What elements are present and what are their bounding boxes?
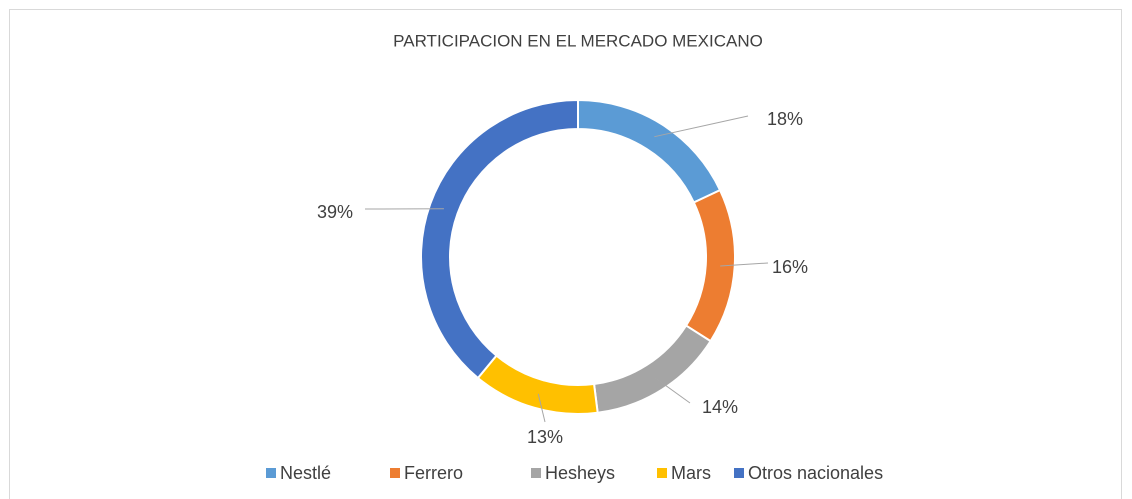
- legend-label: Ferrero: [404, 463, 463, 483]
- legend-label: Nestlé: [280, 463, 331, 483]
- legend-label: Otros nacionales: [748, 463, 883, 483]
- leader-line: [654, 376, 691, 404]
- chart-title: PARTICIPACION EN EL MERCADO MEXICANO: [393, 31, 763, 50]
- legend-swatch: [390, 468, 400, 478]
- legend-label: Mars: [671, 463, 711, 483]
- data-label: 14%: [702, 397, 738, 417]
- data-label: 16%: [772, 257, 808, 277]
- leader-line: [537, 393, 546, 423]
- data-label: 18%: [767, 109, 803, 129]
- donut-segment: [420, 98, 579, 380]
- leader-line: [654, 115, 749, 138]
- legend-label: Hesheys: [545, 463, 615, 483]
- chart-border: [9, 9, 1122, 499]
- legend-swatch: [734, 468, 744, 478]
- legend-swatch: [266, 468, 276, 478]
- legend-swatch: [657, 468, 667, 478]
- data-label: 13%: [527, 427, 563, 447]
- data-label: 39%: [317, 202, 353, 222]
- legend-swatch: [531, 468, 541, 478]
- leader-line: [720, 262, 769, 267]
